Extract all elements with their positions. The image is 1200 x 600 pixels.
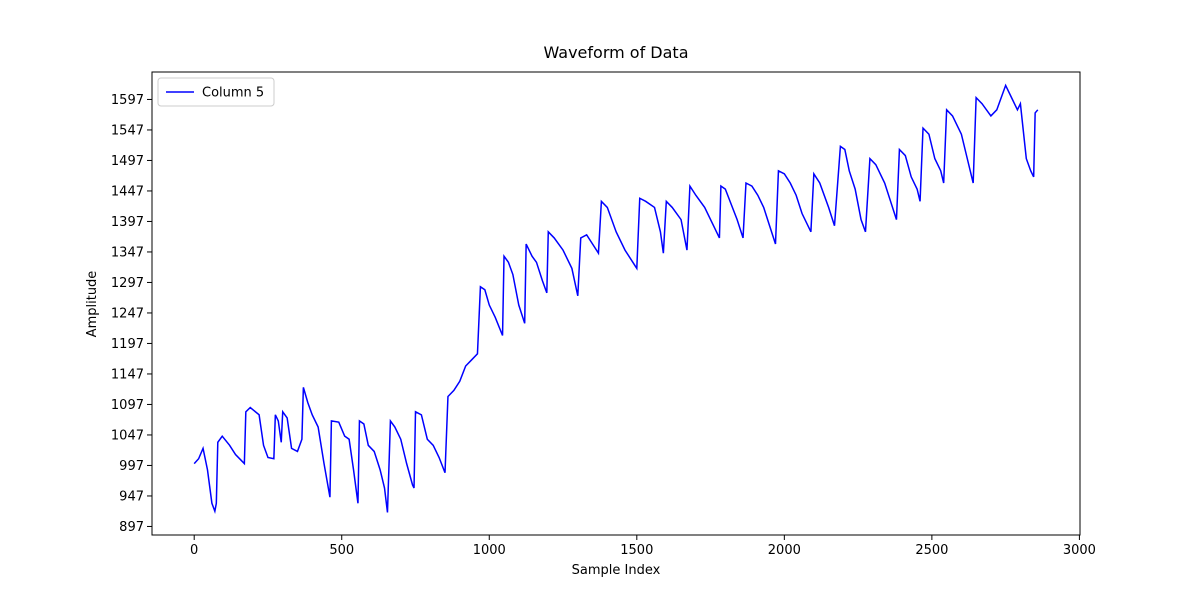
y-tick-label: 947 xyxy=(119,489,144,504)
y-tick-label: 997 xyxy=(119,459,144,474)
x-tick-label: 1500 xyxy=(620,543,653,558)
y-tick-label: 1047 xyxy=(111,428,144,443)
y-tick-label: 1497 xyxy=(111,154,144,169)
x-tick-label: 3000 xyxy=(1063,543,1096,558)
y-tick-label: 1247 xyxy=(111,306,144,321)
chart-title: Waveform of Data xyxy=(543,43,688,62)
x-axis-label: Sample Index xyxy=(572,563,661,578)
y-tick-label: 897 xyxy=(119,520,144,535)
y-tick-label: 1347 xyxy=(111,245,144,260)
x-tick-label: 1000 xyxy=(473,543,506,558)
legend: Column 5 xyxy=(157,77,275,107)
data-line xyxy=(193,83,1039,515)
x-tick-label: 2500 xyxy=(915,543,948,558)
y-tick-label: 1397 xyxy=(111,215,144,230)
y-tick-label: 1097 xyxy=(111,398,144,413)
y-axis-label: Amplitude xyxy=(85,271,100,338)
y-tick-label: 1297 xyxy=(111,276,144,291)
y-tick-label: 1147 xyxy=(111,367,144,382)
x-tick-label: 0 xyxy=(190,543,198,558)
x-tick-label: 500 xyxy=(329,543,354,558)
legend-box xyxy=(157,77,275,107)
legend-label: Column 5 xyxy=(202,86,264,101)
y-tick-label: 1597 xyxy=(111,93,144,108)
x-tick-label: 2000 xyxy=(768,543,801,558)
y-tick-label: 1547 xyxy=(111,123,144,138)
y-tick-label: 1447 xyxy=(111,184,144,199)
plot-frame xyxy=(151,71,1081,536)
y-tick-label: 1197 xyxy=(111,337,144,352)
